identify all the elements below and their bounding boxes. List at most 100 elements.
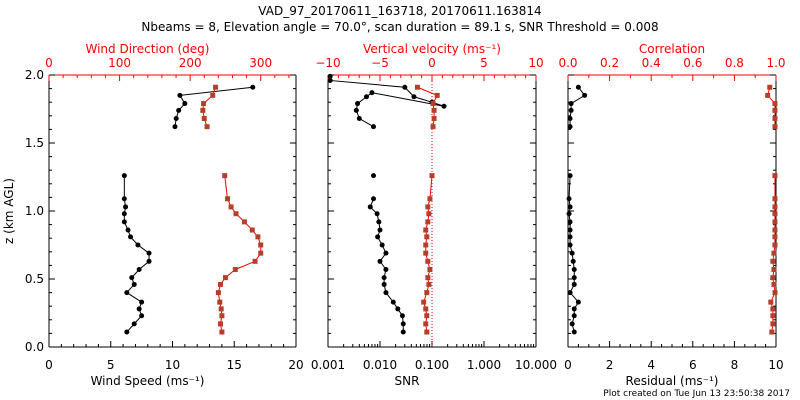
data-point [121,173,127,179]
data-point [772,116,778,122]
y-tick-label: 0.0 [25,340,44,354]
data-point [768,299,774,305]
data-point [568,107,574,113]
data-point [369,90,375,96]
data-point [431,107,437,113]
data-point [215,290,221,296]
data-point [177,92,183,98]
data-point [250,84,256,90]
data-point [225,196,231,202]
data-point [772,196,778,202]
x-tick-label: 0 [564,358,572,372]
data-point [182,101,188,107]
x-tick-label: 10.000 [515,358,557,372]
x-tick-label: 0 [45,358,53,372]
data-point [575,299,581,305]
data-point [121,211,127,217]
data-point [124,329,130,335]
data-point [427,266,433,272]
data-point [173,116,179,122]
data-point [217,281,223,287]
data-point [255,234,261,240]
data-point [222,275,228,281]
data-point [425,204,431,210]
data-point [567,116,573,122]
data-point [571,281,577,287]
y-tick-label: 1.0 [25,204,44,218]
top-tick-label: 0.2 [600,56,619,70]
data-point [363,94,369,100]
data-point [232,266,238,272]
data-point [571,313,577,319]
data-point [424,313,430,319]
data-point [570,258,576,264]
data-point [200,107,206,113]
data-point [411,94,417,100]
panel-3: 0 2 4 6 8 10 Residual (ms⁻¹) 0.0 0.2 0.4 0.6 0.8 1.0… [558,42,785,388]
data-point [772,219,778,225]
top-tick-label: 0 [428,56,436,70]
series-wind-direction [200,84,264,335]
data-point [431,116,437,122]
data-point [399,313,405,319]
data-point [228,204,234,210]
data-point [770,321,776,327]
y-tick-label: 1.5 [25,136,44,150]
data-point [772,107,778,113]
x-axis-label: Wind Speed (ms⁻¹) [91,374,205,388]
data-point [210,92,216,98]
data-point [383,250,389,256]
x-tick-label: 2 [606,358,614,372]
data-point [375,234,381,240]
chart-subtitle: Nbeams = 8, Elevation angle = 70.0°, sca… [141,20,658,34]
x-tick-label: 10 [165,358,180,372]
data-point [204,124,210,130]
series-residual [566,84,588,335]
series-snr [327,73,447,335]
data-point [371,173,377,179]
data-point [771,266,777,272]
data-point [355,101,361,107]
data-point [772,204,778,210]
x-tick-label: 4 [647,358,655,372]
data-point [327,73,333,79]
data-point [770,258,776,264]
data-point [124,290,130,296]
x-tick-label: 5 [107,358,115,372]
data-point [201,101,207,107]
data-point [425,275,431,281]
data-point [772,173,778,179]
data-point [219,329,225,335]
data-point [356,116,362,122]
data-point [353,107,359,113]
data-point [772,234,778,240]
data-point [367,204,373,210]
x-tick-label: 1.000 [467,358,501,372]
top-tick-label: −10 [315,56,340,70]
top-tick-label: 0 [45,56,53,70]
data-point [765,92,771,98]
data-point [771,250,777,256]
data-point [381,275,387,281]
top-tick-label: 5 [480,56,488,70]
data-point [567,290,573,296]
data-point [568,101,574,107]
chart-title: VAD_97_20170611_163718, 20170611.163814 [258,4,541,18]
data-point [423,242,429,248]
top-tick-label: 10 [528,56,543,70]
data-point [390,299,396,305]
data-point [425,258,431,264]
data-point [258,242,264,248]
data-point [176,107,182,113]
data-point [383,290,389,296]
series-line [217,175,262,333]
data-point [571,266,577,272]
data-point [402,84,408,90]
x-tick-label: 0.001 [311,358,345,372]
data-point [434,92,440,98]
footer-timestamp: Plot created on Tue Jun 13 23:50:38 2017 [603,389,790,399]
data-point [771,281,777,287]
data-point [146,250,152,256]
data-point [424,329,430,335]
data-point [567,173,573,179]
